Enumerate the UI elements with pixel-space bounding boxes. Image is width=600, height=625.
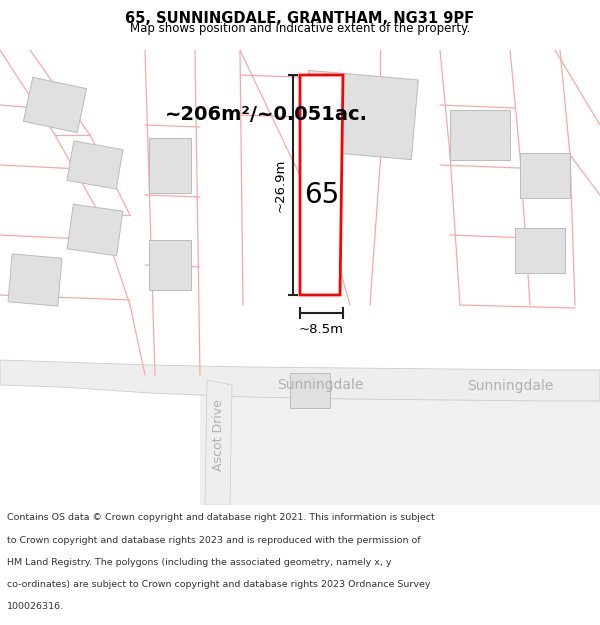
Polygon shape [149, 138, 191, 192]
Polygon shape [290, 372, 330, 408]
Polygon shape [302, 71, 418, 159]
Polygon shape [0, 360, 600, 401]
Text: Ascot Drive: Ascot Drive [212, 399, 224, 471]
Polygon shape [450, 110, 510, 160]
Polygon shape [520, 152, 570, 198]
Polygon shape [8, 254, 62, 306]
Text: ~8.5m: ~8.5m [299, 323, 344, 336]
Text: Contains OS data © Crown copyright and database right 2021. This information is : Contains OS data © Crown copyright and d… [7, 513, 435, 522]
Text: ~206m²/~0.051ac.: ~206m²/~0.051ac. [165, 106, 368, 124]
Text: to Crown copyright and database rights 2023 and is reproduced with the permissio: to Crown copyright and database rights 2… [7, 536, 421, 544]
Text: Sunningdale: Sunningdale [277, 378, 363, 392]
Text: 65, SUNNINGDALE, GRANTHAM, NG31 9PF: 65, SUNNINGDALE, GRANTHAM, NG31 9PF [125, 11, 475, 26]
Polygon shape [149, 240, 191, 290]
Text: Sunningdale: Sunningdale [467, 379, 553, 393]
Polygon shape [23, 78, 86, 132]
Polygon shape [205, 380, 232, 505]
Polygon shape [200, 390, 600, 505]
Text: 100026316.: 100026316. [7, 602, 64, 611]
Polygon shape [515, 228, 565, 272]
Polygon shape [300, 75, 343, 295]
Text: co-ordinates) are subject to Crown copyright and database rights 2023 Ordnance S: co-ordinates) are subject to Crown copyr… [7, 580, 431, 589]
Text: 65: 65 [304, 181, 340, 209]
Text: Map shows position and indicative extent of the property.: Map shows position and indicative extent… [130, 22, 470, 35]
Text: HM Land Registry. The polygons (including the associated geometry, namely x, y: HM Land Registry. The polygons (includin… [7, 558, 392, 567]
Polygon shape [67, 204, 123, 256]
Text: ~26.9m: ~26.9m [274, 158, 287, 212]
Polygon shape [67, 141, 123, 189]
